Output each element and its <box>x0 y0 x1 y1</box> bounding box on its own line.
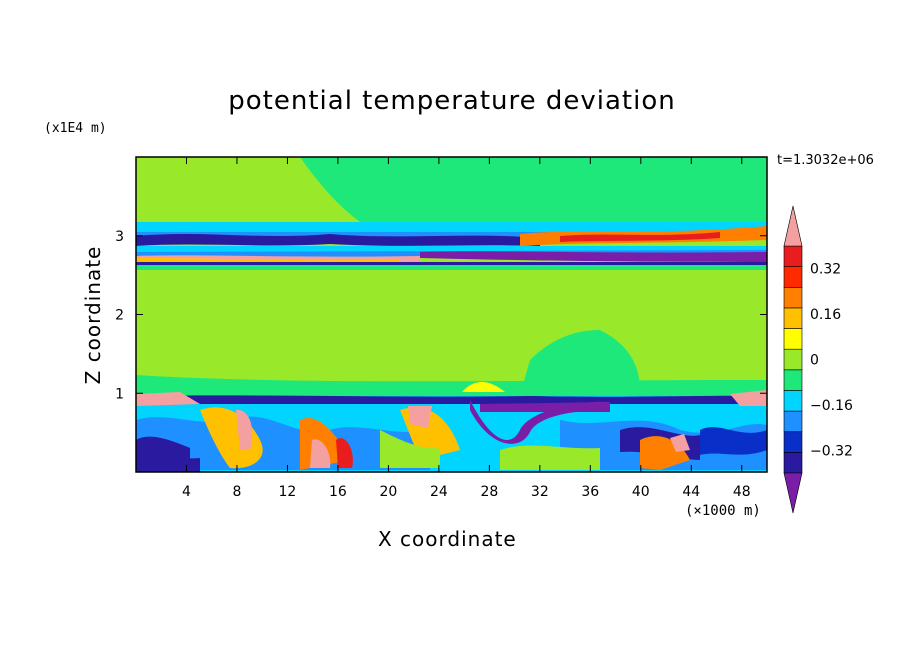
colorbar-box <box>784 452 802 473</box>
colorbar-box <box>784 267 802 288</box>
contour-field <box>136 157 767 472</box>
x-tick-label: 40 <box>632 484 650 500</box>
colorbar-label: 0 <box>810 353 819 369</box>
x-tick-label: 36 <box>581 484 599 500</box>
x-tick-label: 24 <box>430 484 448 500</box>
colorbar-label: 0.32 <box>810 262 841 278</box>
colorbar-max-triangle <box>784 206 802 246</box>
x-tick-label: 20 <box>379 484 397 500</box>
colorbar-box <box>784 349 802 370</box>
colorbar-box <box>784 246 802 267</box>
colorbar-label: −0.16 <box>810 398 853 414</box>
x-tick-label: 4 <box>182 484 191 500</box>
x-tick-label: 16 <box>329 484 347 500</box>
x-tick-label: 28 <box>480 484 498 500</box>
colorbar-box <box>784 370 802 391</box>
x-tick-label: 32 <box>531 484 549 500</box>
y-tick-label: 2 <box>115 308 124 324</box>
x-tick-label: 48 <box>733 484 751 500</box>
colorbar-box <box>784 329 802 350</box>
x-tick-label: 12 <box>279 484 297 500</box>
x-tick-label: 8 <box>232 484 241 500</box>
colorbar-box <box>784 390 802 411</box>
colorbar-box <box>784 308 802 329</box>
y-tick-label: 3 <box>115 229 124 245</box>
colorbar-box <box>784 411 802 432</box>
colorbar-box <box>784 287 802 308</box>
colorbar-min-triangle <box>784 473 802 513</box>
y-tick-label: 1 <box>115 386 124 402</box>
colorbar-label: −0.32 <box>810 443 853 459</box>
colorbar-box <box>784 432 802 453</box>
x-tick-label: 44 <box>682 484 700 500</box>
colorbar-label: 0.16 <box>810 307 841 323</box>
